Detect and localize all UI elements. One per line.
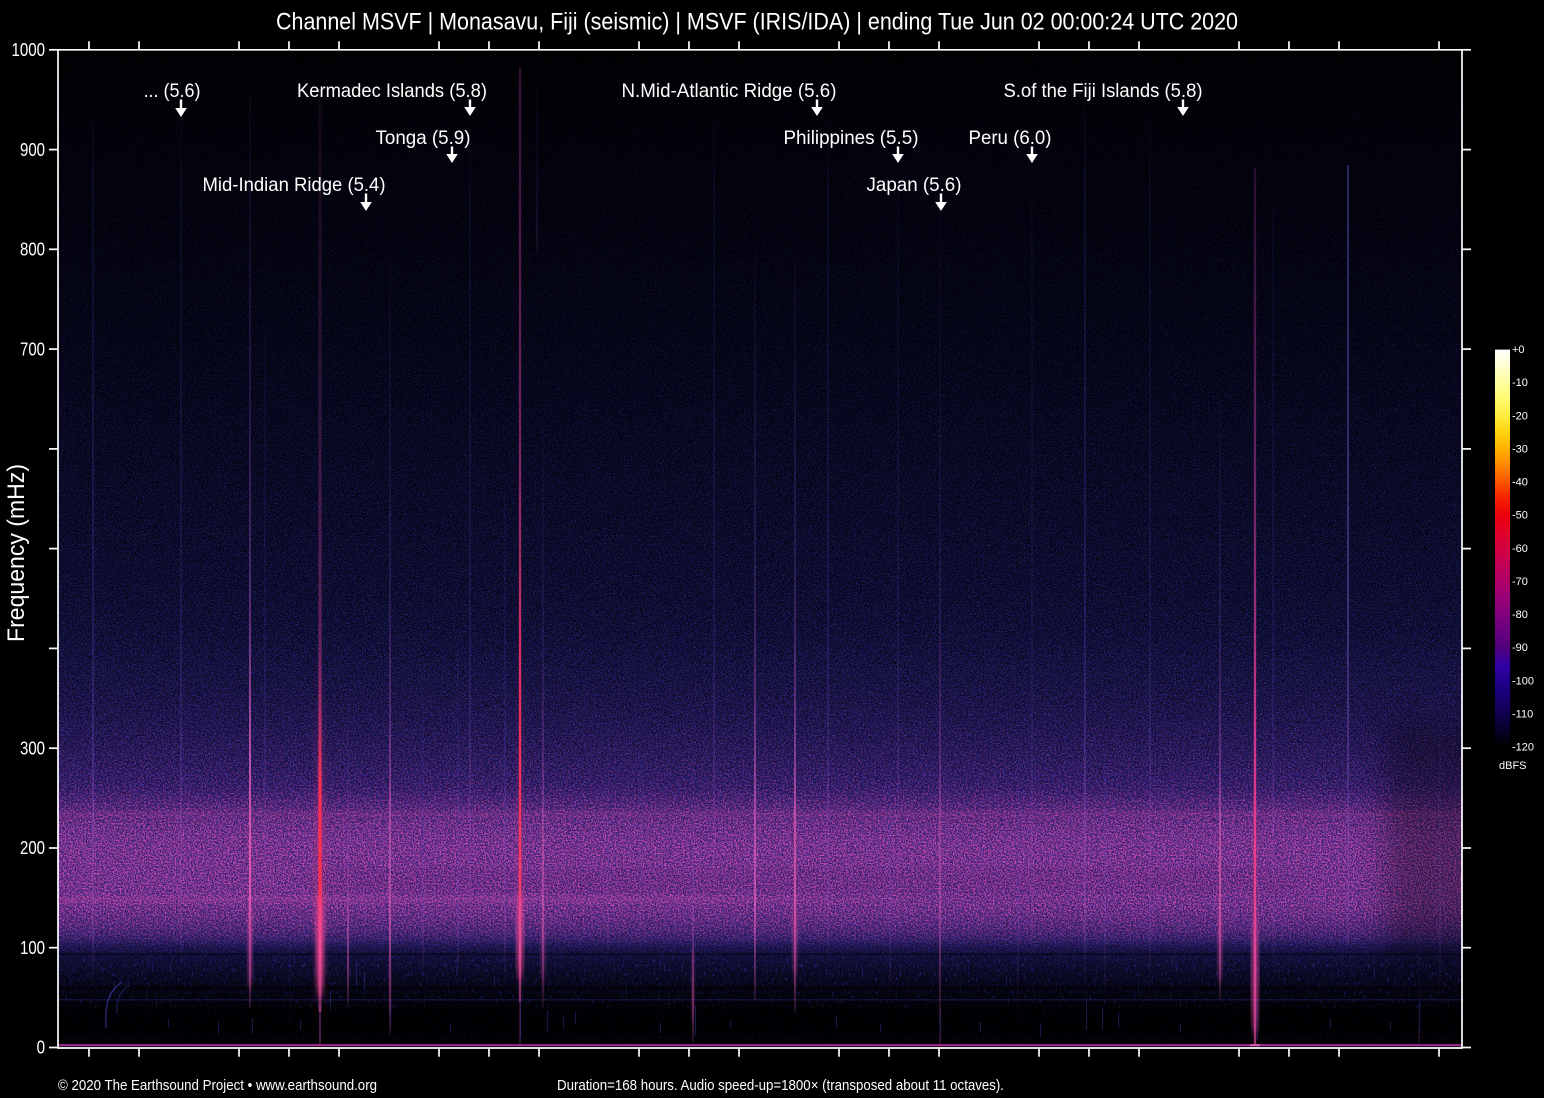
svg-text:Frequency (mHz): Frequency (mHz) [3, 464, 30, 642]
svg-text:-100: -100 [1512, 675, 1534, 687]
svg-text:Kermadec Islands (5.8): Kermadec Islands (5.8) [297, 80, 487, 102]
svg-text:-40: -40 [1512, 477, 1528, 489]
svg-text:© 2020 The Earthsound Project: © 2020 The Earthsound Project • www.eart… [58, 1077, 377, 1094]
svg-text:Peru (6.0): Peru (6.0) [969, 127, 1052, 149]
svg-text:-20: -20 [1512, 410, 1528, 422]
svg-text:-10: -10 [1512, 377, 1528, 389]
svg-text:1000: 1000 [12, 40, 46, 60]
svg-text:dBFS: dBFS [1499, 760, 1527, 772]
svg-text:900: 900 [20, 140, 45, 160]
svg-text:Japan (5.6): Japan (5.6) [867, 174, 962, 196]
svg-text:0: 0 [37, 1038, 45, 1058]
svg-text:200: 200 [20, 838, 45, 858]
svg-text:S.of the Fiji Islands (5.8): S.of the Fiji Islands (5.8) [1004, 80, 1203, 102]
svg-text:Tonga (5.9): Tonga (5.9) [376, 127, 471, 149]
svg-text:Duration=168 hours. Audio spee: Duration=168 hours. Audio speed-up=1800×… [557, 1077, 1004, 1094]
svg-text:-30: -30 [1512, 443, 1528, 455]
svg-text:N.Mid-Atlantic Ridge (5.6): N.Mid-Atlantic Ridge (5.6) [622, 80, 837, 102]
svg-text:300: 300 [20, 738, 45, 758]
svg-text:Mid-Indian Ridge (5.4): Mid-Indian Ridge (5.4) [203, 174, 386, 196]
svg-text:700: 700 [20, 339, 45, 359]
svg-text:-90: -90 [1512, 642, 1528, 654]
svg-text:-120: -120 [1512, 742, 1534, 754]
svg-text:-110: -110 [1512, 708, 1533, 720]
svg-text:-70: -70 [1512, 576, 1528, 588]
svg-text:Philippines (5.5): Philippines (5.5) [784, 127, 919, 149]
svg-text:-80: -80 [1512, 609, 1528, 621]
svg-text:-60: -60 [1512, 543, 1528, 555]
svg-text:800: 800 [20, 240, 45, 260]
svg-text:+0: +0 [1512, 344, 1525, 356]
svg-text:-50: -50 [1512, 510, 1528, 522]
svg-text:Channel MSVF | Monasavu, Fiji: Channel MSVF | Monasavu, Fiji (seismic) … [276, 9, 1238, 36]
svg-text:... (5.6): ... (5.6) [144, 80, 201, 102]
svg-text:100: 100 [20, 938, 45, 958]
